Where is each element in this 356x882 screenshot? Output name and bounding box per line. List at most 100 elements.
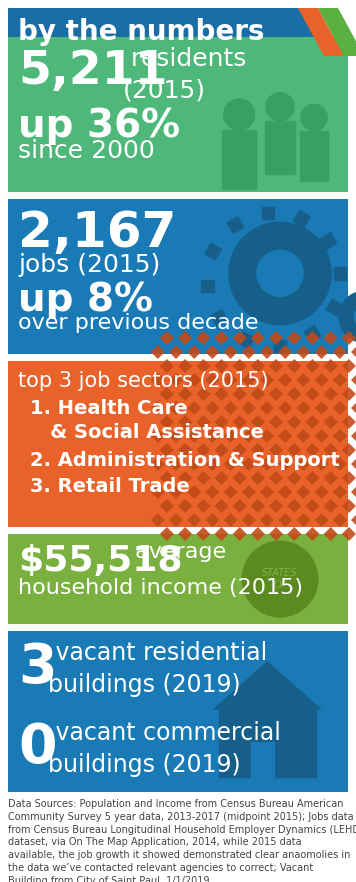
Bar: [211, 310, 228, 326]
Polygon shape: [260, 513, 274, 527]
Polygon shape: [315, 345, 329, 359]
Polygon shape: [151, 401, 165, 415]
Polygon shape: [342, 527, 356, 541]
Polygon shape: [269, 499, 283, 513]
Polygon shape: [251, 359, 265, 373]
Polygon shape: [260, 345, 274, 359]
Bar: [293, 211, 310, 228]
Polygon shape: [251, 415, 265, 429]
Polygon shape: [287, 527, 301, 541]
Polygon shape: [8, 8, 326, 56]
Polygon shape: [287, 359, 301, 373]
Polygon shape: [315, 373, 329, 387]
Polygon shape: [278, 457, 292, 471]
Polygon shape: [324, 499, 338, 513]
Polygon shape: [278, 513, 292, 527]
Polygon shape: [305, 387, 319, 401]
Polygon shape: [269, 527, 283, 541]
Polygon shape: [351, 485, 356, 499]
Polygon shape: [178, 331, 192, 345]
Text: up 8%: up 8%: [18, 281, 153, 319]
Polygon shape: [315, 513, 329, 527]
Bar: [205, 243, 221, 260]
Bar: [219, 710, 316, 777]
Polygon shape: [297, 429, 310, 443]
Text: jobs (2015): jobs (2015): [18, 253, 160, 277]
Bar: [320, 233, 337, 250]
Polygon shape: [342, 387, 356, 401]
Bar: [251, 743, 274, 777]
Polygon shape: [160, 387, 174, 401]
Polygon shape: [351, 429, 356, 443]
Polygon shape: [324, 415, 338, 429]
Polygon shape: [333, 513, 347, 527]
Polygon shape: [315, 457, 329, 471]
Polygon shape: [151, 345, 165, 359]
Polygon shape: [215, 499, 229, 513]
Polygon shape: [260, 373, 274, 387]
Polygon shape: [342, 415, 356, 429]
Polygon shape: [215, 359, 229, 373]
Polygon shape: [287, 387, 301, 401]
Polygon shape: [169, 401, 183, 415]
Polygon shape: [260, 401, 274, 415]
Circle shape: [339, 291, 356, 342]
Polygon shape: [205, 429, 219, 443]
Polygon shape: [251, 527, 265, 541]
Text: top 3 job sectors (2015): top 3 job sectors (2015): [18, 371, 269, 391]
Polygon shape: [297, 457, 310, 471]
Polygon shape: [242, 373, 256, 387]
Polygon shape: [242, 485, 256, 499]
Bar: [262, 207, 274, 220]
Bar: [304, 325, 321, 342]
Polygon shape: [315, 429, 329, 443]
Polygon shape: [242, 513, 256, 527]
Polygon shape: [342, 359, 356, 373]
Text: 1. Health Care
   & Social Assistance: 1. Health Care & Social Assistance: [30, 399, 264, 442]
Polygon shape: [224, 373, 237, 387]
Bar: [8, 37, 348, 192]
Polygon shape: [287, 443, 301, 457]
Text: 5,211: 5,211: [18, 49, 168, 94]
Polygon shape: [196, 471, 210, 485]
Bar: [8, 199, 348, 354]
Polygon shape: [305, 443, 319, 457]
Polygon shape: [160, 415, 174, 429]
Polygon shape: [305, 527, 319, 541]
Circle shape: [242, 542, 318, 617]
Bar: [8, 534, 348, 624]
Polygon shape: [251, 471, 265, 485]
Polygon shape: [233, 359, 247, 373]
Polygon shape: [242, 457, 256, 471]
Text: household income (2015): household income (2015): [18, 578, 303, 598]
Polygon shape: [287, 415, 301, 429]
Polygon shape: [351, 513, 356, 527]
Polygon shape: [178, 443, 192, 457]
Polygon shape: [215, 331, 229, 345]
Polygon shape: [151, 373, 165, 387]
Circle shape: [229, 222, 331, 325]
Bar: [237, 332, 254, 348]
Polygon shape: [260, 485, 274, 499]
Polygon shape: [151, 513, 165, 527]
Polygon shape: [205, 513, 219, 527]
Polygon shape: [251, 499, 265, 513]
Bar: [274, 340, 286, 352]
Polygon shape: [224, 401, 237, 415]
Text: STATES
OF: STATES OF: [262, 568, 298, 590]
Polygon shape: [196, 499, 210, 513]
Polygon shape: [151, 429, 165, 443]
Polygon shape: [187, 373, 201, 387]
Text: 2. Administration & Support: 2. Administration & Support: [30, 451, 340, 470]
Polygon shape: [305, 499, 319, 513]
Text: residents
(2015): residents (2015): [123, 47, 246, 102]
Circle shape: [354, 307, 356, 327]
Polygon shape: [160, 359, 174, 373]
Polygon shape: [269, 471, 283, 485]
Polygon shape: [169, 513, 183, 527]
Polygon shape: [297, 513, 310, 527]
Text: over previous decade: over previous decade: [18, 313, 258, 333]
Polygon shape: [333, 345, 347, 359]
Text: vacant residential
buildings (2019): vacant residential buildings (2019): [48, 641, 267, 697]
Polygon shape: [342, 499, 356, 513]
